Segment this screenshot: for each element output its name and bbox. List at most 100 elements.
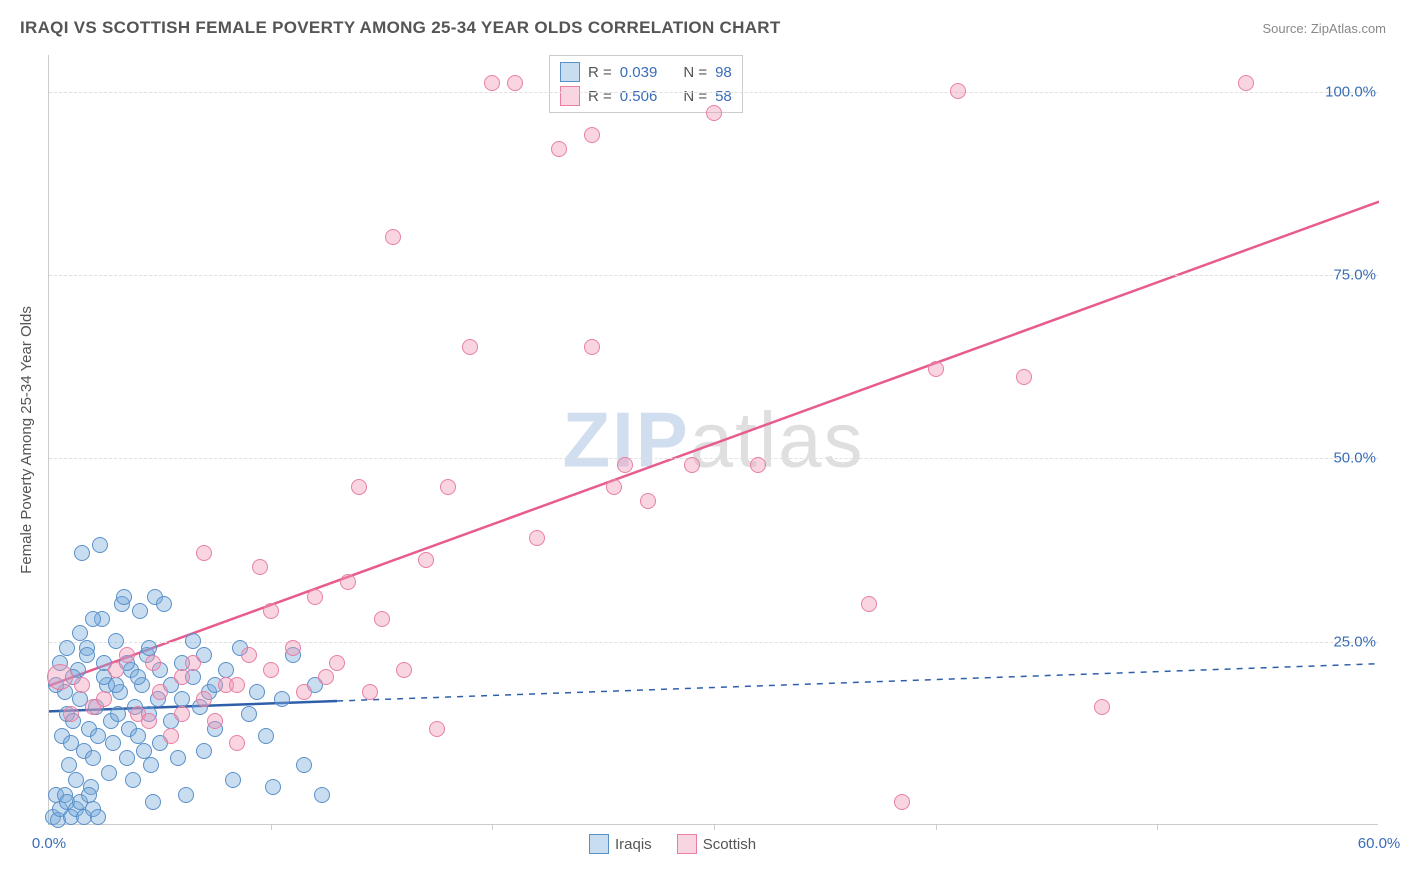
r-value-scottish: 0.506 [620, 88, 658, 105]
scatter-point [108, 677, 124, 693]
scatter-point [396, 662, 412, 678]
scatter-point [263, 603, 279, 619]
scatter-point [163, 728, 179, 744]
scatter-point [418, 552, 434, 568]
scatter-point [196, 743, 212, 759]
scatter-point [152, 684, 168, 700]
y-tick-label: 50.0% [1333, 450, 1380, 467]
watermark: ZIPatlas [562, 394, 864, 485]
scatter-point [249, 684, 265, 700]
gridline [49, 275, 1378, 276]
scatter-point [174, 706, 190, 722]
scatter-point [185, 633, 201, 649]
scatter-point [1094, 699, 1110, 715]
scatter-point [362, 684, 378, 700]
scatter-point [174, 691, 190, 707]
scatter-point [79, 647, 95, 663]
scatter-point [61, 757, 77, 773]
scatter-point [207, 713, 223, 729]
scatter-point [74, 677, 90, 693]
scatter-point [296, 684, 312, 700]
scatter-point [108, 662, 124, 678]
scatter-point [385, 229, 401, 245]
scatter-point [72, 625, 88, 641]
chart-header: IRAQI VS SCOTTISH FEMALE POVERTY AMONG 2… [20, 18, 1386, 38]
scatter-point [68, 772, 84, 788]
chart-title: IRAQI VS SCOTTISH FEMALE POVERTY AMONG 2… [20, 18, 781, 38]
scatter-point [274, 691, 290, 707]
n-label: N = [683, 88, 707, 105]
scatter-point [351, 479, 367, 495]
scatter-point [59, 640, 75, 656]
swatch-iraqis [560, 62, 580, 82]
scatter-point [861, 596, 877, 612]
stats-row-iraqis: R = 0.039 N = 98 [560, 60, 732, 84]
chart-container: IRAQI VS SCOTTISH FEMALE POVERTY AMONG 2… [0, 0, 1406, 892]
scatter-point [90, 809, 106, 825]
scatter-point [640, 493, 656, 509]
scatter-point [90, 728, 106, 744]
scatter-point [74, 545, 90, 561]
scatter-point [108, 633, 124, 649]
r-value-iraqis: 0.039 [620, 64, 658, 81]
x-tick-mark [1157, 824, 1158, 830]
y-tick-label: 25.0% [1333, 633, 1380, 650]
r-label: R = [588, 88, 612, 105]
scatter-point [119, 647, 135, 663]
legend-label-scottish: Scottish [703, 836, 756, 853]
y-axis-label: Female Poverty Among 25-34 Year Olds [18, 306, 35, 574]
scatter-point [329, 655, 345, 671]
x-tick-label: 0.0% [32, 835, 66, 852]
scatter-point [101, 765, 117, 781]
scatter-point [314, 787, 330, 803]
scatter-point [229, 677, 245, 693]
watermark-atlas: atlas [690, 395, 865, 483]
scatter-point [241, 647, 257, 663]
scatter-point [584, 127, 600, 143]
scatter-point [110, 706, 126, 722]
scatter-point [141, 713, 157, 729]
scatter-point [484, 75, 500, 91]
scatter-point [265, 779, 281, 795]
scatter-point [551, 141, 567, 157]
r-label: R = [588, 64, 612, 81]
scatter-point [225, 772, 241, 788]
scatter-point [296, 757, 312, 773]
scatter-point [684, 457, 700, 473]
scatter-point [178, 787, 194, 803]
legend-item-scottish: Scottish [677, 834, 756, 854]
scatter-point [1016, 369, 1032, 385]
x-tick-mark [492, 824, 493, 830]
scatter-point [130, 728, 146, 744]
scatter-point [196, 691, 212, 707]
n-value-iraqis: 98 [715, 64, 732, 81]
scatter-point [170, 750, 186, 766]
x-tick-mark [271, 824, 272, 830]
bottom-legend: Iraqis Scottish [589, 834, 756, 854]
scatter-point [85, 611, 101, 627]
gridline [49, 92, 1378, 93]
scatter-point [928, 361, 944, 377]
scatter-point [196, 545, 212, 561]
scatter-point [81, 787, 97, 803]
scatter-point [141, 640, 157, 656]
scatter-point [252, 559, 268, 575]
plot-area: ZIPatlas R = 0.039 N = 98 R = 0.506 N = … [48, 55, 1378, 825]
scatter-point [584, 339, 600, 355]
scatter-point [318, 669, 334, 685]
scatter-point [218, 662, 234, 678]
n-value-scottish: 58 [715, 88, 732, 105]
legend-label-iraqis: Iraqis [615, 836, 652, 853]
scatter-point [529, 530, 545, 546]
scatter-point [894, 794, 910, 810]
scatter-point [156, 596, 172, 612]
scatter-point [229, 735, 245, 751]
scatter-point [440, 479, 456, 495]
scatter-point [174, 669, 190, 685]
scatter-point [105, 735, 121, 751]
scatter-point [92, 537, 108, 553]
scatter-point [429, 721, 445, 737]
scatter-point [374, 611, 390, 627]
n-label: N = [683, 64, 707, 81]
gridline [49, 642, 1378, 643]
